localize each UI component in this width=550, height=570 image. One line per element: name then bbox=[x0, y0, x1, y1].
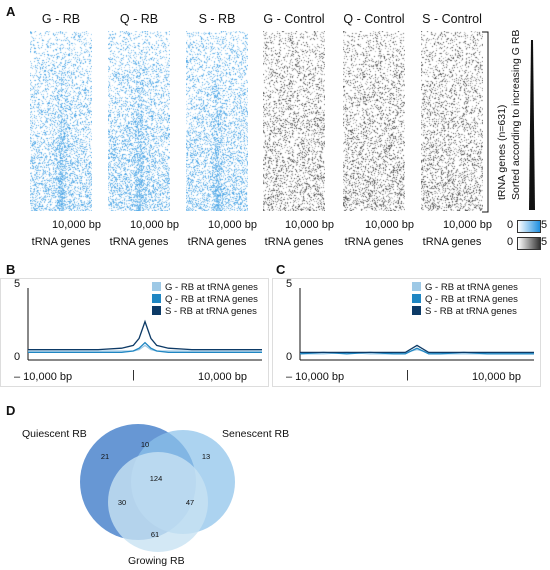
c-ytick-min: 0 bbox=[286, 351, 293, 363]
legend-text: G - RB at tRNA genes bbox=[165, 282, 258, 293]
venn-count-q-only: 21 bbox=[100, 452, 110, 461]
heatmap-title: G - Control bbox=[263, 12, 325, 26]
venn-count-g-only: 61 bbox=[150, 530, 160, 539]
c-legend-q: Q - RB at tRNA genes bbox=[412, 294, 518, 305]
c-xtick-right: 10,000 bp bbox=[472, 371, 521, 383]
plot-frame bbox=[0, 278, 269, 387]
blue-scale-max: 5 bbox=[541, 219, 548, 231]
legend-swatch bbox=[152, 282, 161, 291]
heatmap-xtick: 10,000 bp bbox=[443, 219, 492, 231]
legend-text: G - RB at tRNA genes bbox=[425, 282, 518, 293]
profile-plot-c: 5 0 – 10,000 bp | 10,000 bp G - RB at tR… bbox=[272, 278, 542, 388]
b-legend-g: G - RB at tRNA genes bbox=[152, 282, 258, 293]
legend-swatch bbox=[412, 282, 421, 291]
panel-label-d: D bbox=[6, 403, 16, 418]
blue-color-scale bbox=[517, 220, 541, 233]
heatmap-xtick: 10,000 bp bbox=[365, 219, 414, 231]
series-line-3 bbox=[300, 344, 534, 354]
heatmap-xlabel: tRNA genes bbox=[187, 236, 247, 248]
heatmap-title: S - RB bbox=[198, 12, 236, 26]
c-ytick-max: 5 bbox=[286, 278, 293, 290]
panel-label-b: B bbox=[6, 262, 16, 277]
heatmap-title: G - RB bbox=[41, 12, 81, 26]
heatmap-bracket bbox=[482, 31, 489, 213]
venn-label-growing: Growing RB bbox=[128, 555, 185, 567]
heatmap-xlabel: tRNA genes bbox=[422, 236, 482, 248]
b-xtick-left: – 10,000 bp bbox=[14, 371, 73, 383]
profile-plot-b: 5 0 – 10,000 bp | 10,000 bp G - RB at tR… bbox=[0, 278, 270, 388]
heatmap-control bbox=[263, 31, 325, 211]
heatmap-xtick: 10,000 bp bbox=[52, 219, 101, 231]
heatmap-control bbox=[421, 31, 483, 211]
legend-text: Q - RB at tRNA genes bbox=[425, 294, 518, 305]
panel-label-c: C bbox=[276, 262, 286, 277]
heatmap-title: Q - Control bbox=[343, 12, 405, 26]
venn-count-s-only: 13 bbox=[201, 452, 211, 461]
heatmap-xtick: 10,000 bp bbox=[130, 219, 179, 231]
legend-text: S - RB at tRNA genes bbox=[425, 306, 517, 317]
legend-swatch bbox=[152, 294, 161, 303]
legend-swatch bbox=[152, 306, 161, 315]
c-legend-g: G - RB at tRNA genes bbox=[412, 282, 518, 293]
venn-circle-growing bbox=[108, 452, 208, 552]
gray-scale-min: 0 bbox=[507, 236, 514, 248]
series-line-3 bbox=[28, 319, 262, 351]
heatmap-rb bbox=[30, 31, 92, 211]
sort-wedge bbox=[529, 40, 535, 210]
heatmap-xlabel: tRNA genes bbox=[264, 236, 324, 248]
heatmap-xtick: 10,000 bp bbox=[285, 219, 334, 231]
b-legend-q: Q - RB at tRNA genes bbox=[152, 294, 258, 305]
gray-color-scale bbox=[517, 237, 541, 250]
heatmap-title: Q - RB bbox=[119, 12, 159, 26]
venn-count-all: 124 bbox=[149, 474, 163, 483]
b-xtick-mid: | bbox=[132, 369, 135, 381]
blue-scale-min: 0 bbox=[507, 219, 514, 231]
c-xtick-left: – 10,000 bp bbox=[286, 371, 345, 383]
c-xtick-mid: | bbox=[406, 369, 409, 381]
legend-text: S - RB at tRNA genes bbox=[165, 306, 257, 317]
heatmap-control bbox=[343, 31, 405, 211]
series-line-1 bbox=[28, 344, 262, 352]
b-ytick-min: 0 bbox=[14, 351, 21, 363]
series-line-2 bbox=[28, 341, 262, 354]
venn-count-qg: 30 bbox=[117, 498, 127, 507]
series-line-2 bbox=[299, 347, 534, 355]
heatmap-xlabel: tRNA genes bbox=[31, 236, 91, 248]
heatmap-xlabel: tRNA genes bbox=[344, 236, 404, 248]
venn-count-sg: 47 bbox=[185, 498, 195, 507]
legend-text: Q - RB at tRNA genes bbox=[165, 294, 258, 305]
c-legend-s: S - RB at tRNA genes bbox=[412, 306, 517, 317]
b-legend-s: S - RB at tRNA genes bbox=[152, 306, 257, 317]
legend-swatch bbox=[412, 306, 421, 315]
venn-label-senescent: Senescent RB bbox=[222, 428, 290, 440]
panel-label-a: A bbox=[6, 4, 16, 19]
venn-label-quiescent: Quiescent RB bbox=[22, 428, 87, 440]
plot-frame bbox=[272, 278, 541, 387]
b-xtick-right: 10,000 bp bbox=[198, 371, 247, 383]
heatmap-xtick: 10,000 bp bbox=[208, 219, 257, 231]
venn-count-qs: 10 bbox=[140, 440, 150, 449]
heatmap-rb bbox=[108, 31, 170, 211]
legend-swatch bbox=[412, 294, 421, 303]
heatmap-xlabel: tRNA genes bbox=[109, 236, 169, 248]
gray-scale-max: 5 bbox=[541, 236, 548, 248]
heatmap-title: S - Control bbox=[422, 12, 482, 26]
heatmap-rb bbox=[186, 31, 248, 211]
b-ytick-max: 5 bbox=[14, 278, 21, 290]
